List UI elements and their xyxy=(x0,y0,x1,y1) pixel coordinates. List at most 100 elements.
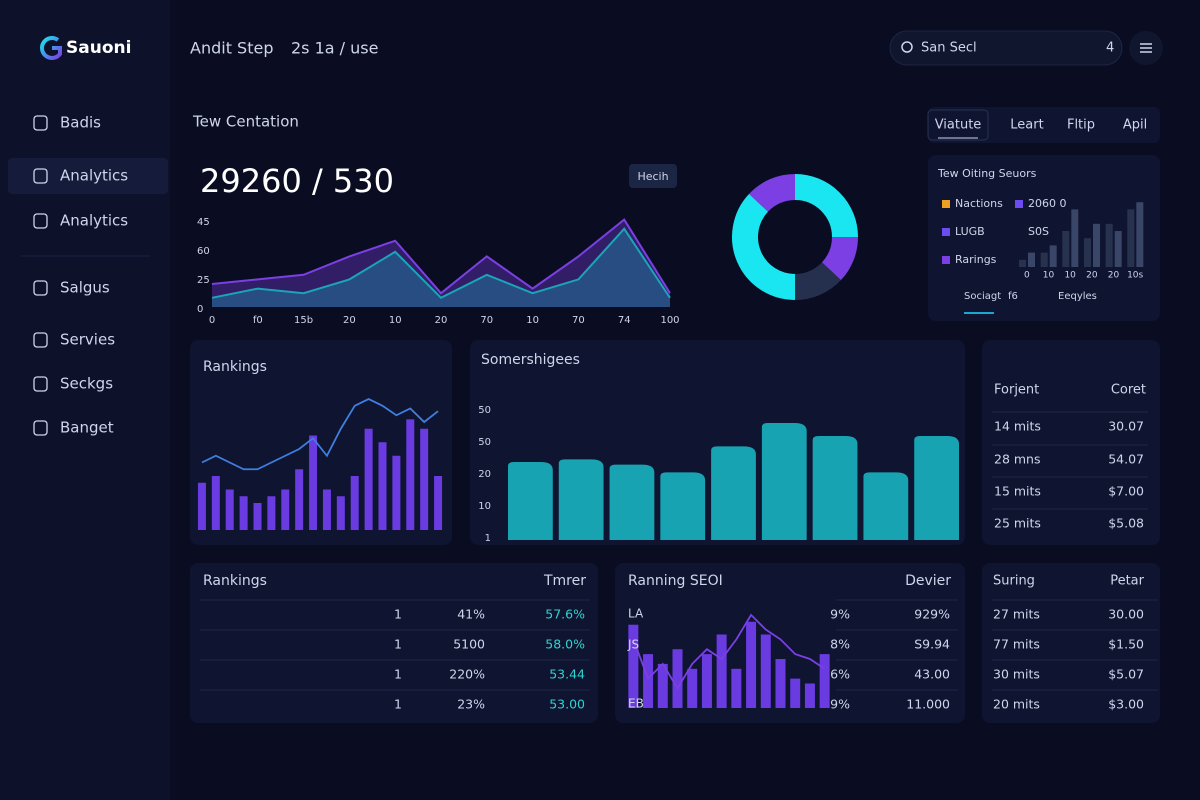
sidebar xyxy=(0,0,170,800)
bar xyxy=(1019,259,1026,267)
table-cell: $1.50 xyxy=(1108,637,1144,652)
bar xyxy=(211,476,220,530)
x-tick-label: 0 xyxy=(1024,271,1030,281)
x-tick-label: 74 xyxy=(618,315,631,326)
bar xyxy=(657,663,668,708)
table-header: Suring xyxy=(993,574,1035,589)
table-cell: 20 mits xyxy=(993,697,1040,712)
donut-segment xyxy=(821,236,858,281)
y-tick-label: 25 xyxy=(197,275,210,286)
sidebar-active xyxy=(8,158,168,194)
tab[interactable]: Viatute xyxy=(935,118,982,133)
bottom-mid-header: Devier xyxy=(905,573,951,589)
line xyxy=(632,613,826,691)
x-tick-label: 10 xyxy=(526,315,539,326)
table-cell: 1 xyxy=(394,667,402,682)
table-cell: 11.000 xyxy=(906,697,950,712)
area xyxy=(212,219,670,307)
footer-item: f6 xyxy=(1008,291,1018,302)
bar xyxy=(628,624,639,708)
x-tick-label: f0 xyxy=(253,315,263,326)
bar xyxy=(1093,223,1100,267)
tab[interactable]: Apil xyxy=(1123,118,1147,133)
x-tick-label: 20 xyxy=(1086,271,1098,281)
bar xyxy=(309,435,318,530)
table-header: Forjent xyxy=(994,383,1039,398)
tab[interactable]: Leart xyxy=(1010,118,1043,133)
search-icon xyxy=(901,41,913,53)
area xyxy=(212,228,670,307)
tabs-bg xyxy=(928,107,1160,143)
y-tick-label: 1 xyxy=(485,533,491,544)
table-cell: 53.00 xyxy=(549,697,585,712)
bar xyxy=(863,472,909,540)
sidebar-icon xyxy=(33,213,48,229)
bar xyxy=(812,436,858,540)
tab[interactable]: Fltip xyxy=(1067,118,1095,133)
bar xyxy=(711,446,756,540)
x-tick-label: 70 xyxy=(572,315,585,326)
area-line xyxy=(211,227,671,300)
bar xyxy=(239,496,248,530)
legend-value: S0S xyxy=(1028,225,1049,238)
badge-bg xyxy=(629,164,677,188)
table-cell: 77 mits xyxy=(993,637,1040,652)
table-cell: 58.0% xyxy=(545,637,585,652)
badge: Hecih xyxy=(637,170,668,183)
sidebar-item[interactable]: Analytics xyxy=(60,212,128,230)
sidebar-item[interactable]: Servies xyxy=(60,331,115,349)
legend-label: LUGB xyxy=(955,225,985,238)
sidebar-item[interactable]: Badis xyxy=(60,114,101,132)
bar xyxy=(364,428,373,530)
donut-segment xyxy=(794,261,841,300)
x-tick-label: 20 xyxy=(343,315,356,326)
sidebar-icon xyxy=(33,420,48,436)
sidebar-icon xyxy=(33,376,48,392)
sidebar-item[interactable]: Analytics xyxy=(60,167,128,185)
table-cell: $5.08 xyxy=(1108,516,1144,531)
bar xyxy=(1071,209,1079,267)
table-header: Petar xyxy=(1110,574,1144,589)
bar xyxy=(760,634,771,708)
table-cell: 220% xyxy=(449,667,485,682)
page-subtitle: 2s 1a / use xyxy=(291,39,378,58)
y-tick-label: 20 xyxy=(478,469,491,480)
table-cell: 929% xyxy=(914,607,950,622)
bar xyxy=(1062,231,1070,267)
x-tick-label: 100 xyxy=(660,315,679,326)
somers-title: Somershigees xyxy=(481,352,580,368)
bar xyxy=(701,654,712,708)
bar xyxy=(406,419,415,530)
bar xyxy=(322,489,331,530)
footer-item: Sociagt xyxy=(964,291,1001,302)
table-cell: 1 xyxy=(394,637,402,652)
legend-value: 2060 0 xyxy=(1028,197,1067,210)
x-tick-label: 10 xyxy=(389,315,402,326)
search-box[interactable] xyxy=(889,30,1123,66)
x-tick-label: 20 xyxy=(435,315,448,326)
x-tick-label: 10 xyxy=(1064,271,1076,281)
table-cell: S9.94 xyxy=(914,637,950,652)
bar xyxy=(672,649,683,708)
brand: Sauoni xyxy=(66,38,131,58)
bar xyxy=(225,489,234,530)
table-cell: 30.00 xyxy=(1108,607,1144,622)
bar xyxy=(420,428,429,530)
bar xyxy=(761,423,807,540)
bar xyxy=(253,503,262,530)
x-tick-label: 10 xyxy=(1043,271,1055,281)
sidebar-item[interactable]: Salgus xyxy=(60,279,110,297)
sidebar-item[interactable]: Seckgs xyxy=(60,375,113,393)
right-table-panel xyxy=(982,340,1160,545)
chart-label: JS xyxy=(627,638,639,652)
bar xyxy=(281,489,290,530)
y-tick-label: 50 xyxy=(478,405,491,416)
table-cell: 43.00 xyxy=(914,667,950,682)
donut-segment xyxy=(794,174,858,238)
search-text[interactable]: San Secl xyxy=(921,41,977,56)
table-cell: 9% xyxy=(830,697,850,712)
line xyxy=(201,398,439,471)
sidebar-item[interactable]: Banget xyxy=(60,419,114,437)
